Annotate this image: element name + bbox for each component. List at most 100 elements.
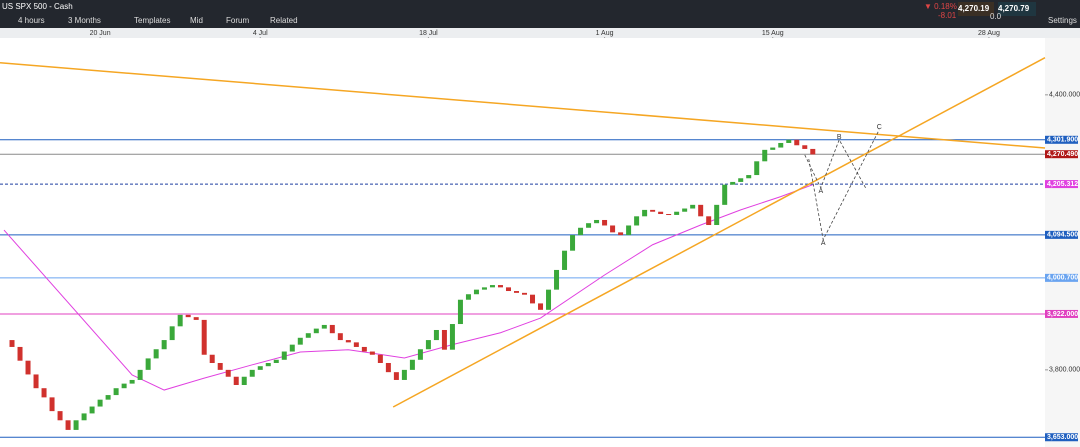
candle <box>73 420 79 430</box>
level-label-box <box>1045 230 1078 239</box>
candle <box>626 225 632 236</box>
candle <box>610 225 616 233</box>
candle <box>169 326 175 341</box>
sell-price[interactable]: 4,270.19 <box>958 2 994 16</box>
candle <box>730 181 736 185</box>
candle <box>505 287 511 292</box>
level-label-box <box>1045 433 1078 442</box>
candle <box>89 406 95 414</box>
candle <box>706 216 712 226</box>
candle <box>377 354 383 363</box>
candle <box>281 351 287 360</box>
candle <box>25 360 31 375</box>
candle <box>473 289 479 295</box>
x-tick-label: 1 Aug <box>596 30 614 37</box>
level-label-box <box>1045 180 1078 189</box>
trendline <box>0 62 1046 149</box>
candle <box>802 145 808 149</box>
candle <box>329 324 335 334</box>
candle <box>41 388 47 398</box>
candle <box>249 369 255 377</box>
candle <box>513 291 519 293</box>
button[interactable]: Related <box>270 16 298 25</box>
x-tick-label: 4 Jul <box>253 30 268 37</box>
level-label: 4,205.312 <box>1047 181 1078 188</box>
x-tick-label: 20 Jun <box>90 30 111 37</box>
candle <box>105 395 111 400</box>
candle <box>353 342 359 347</box>
candle <box>690 204 696 209</box>
candle <box>393 372 399 380</box>
candle <box>570 235 576 251</box>
change-abs: -8.01 <box>938 11 957 20</box>
candle <box>674 211 680 215</box>
candle <box>762 149 768 162</box>
spread: 0.0 <box>990 12 1002 21</box>
buy-price[interactable]: 4,270.79 <box>998 2 1036 16</box>
candle <box>297 337 303 345</box>
candle <box>201 319 207 355</box>
interval[interactable]: 4 hours <box>18 16 45 25</box>
x-tick-label: 15 Aug <box>762 30 784 37</box>
candle <box>345 340 351 343</box>
candle <box>722 184 728 205</box>
level-label: 4,301.900 <box>1047 137 1078 144</box>
candle <box>33 374 39 389</box>
level-label: 3,653.000 <box>1047 434 1078 441</box>
candle <box>489 285 495 288</box>
y-tick-label: 3,800.000 <box>1049 367 1080 374</box>
candle <box>161 340 167 350</box>
level-label: 3,922.000 <box>1047 311 1078 318</box>
y-tick-label: 4,400.000 <box>1049 92 1080 99</box>
candle <box>794 139 800 146</box>
projection-label: C <box>877 124 882 131</box>
candle <box>265 362 271 367</box>
candle <box>65 420 71 430</box>
candle <box>650 209 656 212</box>
candle <box>594 219 600 224</box>
candle <box>546 289 552 310</box>
candle <box>433 329 439 341</box>
candle <box>658 211 664 215</box>
moving-average <box>3 184 813 391</box>
candle <box>465 294 471 300</box>
button[interactable]: Templates <box>134 16 171 25</box>
candle <box>417 349 423 360</box>
candle <box>578 227 584 236</box>
level-label: 4,000.700 <box>1047 275 1078 282</box>
candle <box>554 269 560 290</box>
candle <box>754 161 760 176</box>
candle <box>241 376 247 385</box>
candle <box>522 292 528 295</box>
button[interactable]: Forum <box>226 16 250 25</box>
candle <box>137 369 143 380</box>
button[interactable]: Mid <box>190 16 203 25</box>
x-tick-label: 28 Aug <box>978 30 1000 37</box>
candle <box>449 324 455 350</box>
candle <box>586 223 592 228</box>
instrument[interactable]: US SPX 500 - Cash <box>2 2 73 11</box>
candle <box>129 379 135 384</box>
settings[interactable]: Settings <box>1048 16 1077 25</box>
candle <box>746 175 752 179</box>
level-label-box <box>1045 150 1078 159</box>
candle <box>634 216 640 226</box>
candle <box>305 333 311 338</box>
candle <box>193 317 199 320</box>
candle <box>361 346 367 352</box>
range[interactable]: 3 Months <box>68 16 101 25</box>
level-label-box <box>1045 135 1078 144</box>
candle <box>778 142 784 148</box>
candle <box>369 351 375 355</box>
candle <box>177 314 183 327</box>
candle <box>457 299 463 325</box>
candle <box>273 359 279 363</box>
level-label-box <box>1045 273 1078 282</box>
candle <box>185 314 191 318</box>
projection-label: B <box>837 134 842 141</box>
candle <box>49 397 55 412</box>
candle <box>289 344 295 352</box>
candle <box>209 354 215 363</box>
